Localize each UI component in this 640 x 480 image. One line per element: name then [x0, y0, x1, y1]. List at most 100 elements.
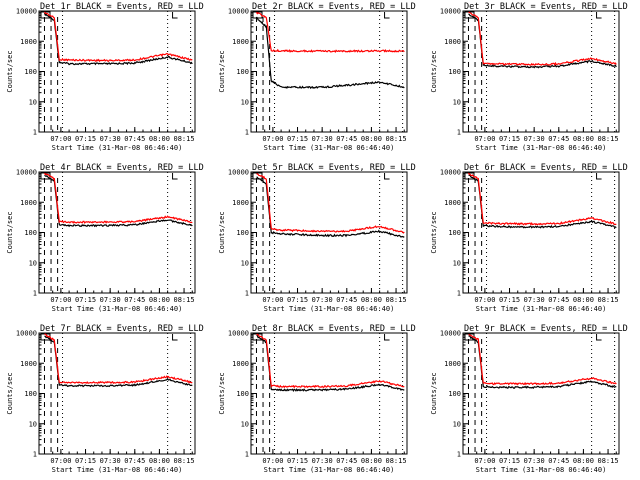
- y-tick-label: 10000: [16, 8, 37, 16]
- x-tick-label: 08:15: [174, 296, 195, 304]
- event-flag-mark: [172, 12, 178, 19]
- y-tick-label: 1000: [232, 360, 249, 368]
- x-tick-label: 07:15: [75, 457, 96, 465]
- y-tick-label: 10: [29, 420, 37, 428]
- x-tick-label: 07:45: [336, 296, 357, 304]
- detector-panel: 1 10 100 1000 10000 07:00 07:15 07:30 07:45 08:00…: [218, 163, 416, 313]
- events-series-line: [468, 174, 617, 229]
- lld-series-line: [468, 334, 617, 386]
- x-tick-label: 07:00: [50, 457, 71, 465]
- x-tick-label: 07:45: [336, 457, 357, 465]
- lld-series-line: [467, 172, 617, 226]
- x-tick-label: 08:15: [598, 457, 619, 465]
- y-tick-label: 10: [241, 98, 249, 106]
- y-tick-label: 100: [448, 390, 461, 398]
- y-tick-label: 10000: [440, 330, 461, 338]
- events-series-line: [256, 176, 405, 238]
- x-axis-label: Start Time (31-Mar-08 06:46:40): [264, 466, 395, 474]
- y-tick-label: 10000: [16, 169, 37, 177]
- x-tick-label: 07:30: [312, 457, 333, 465]
- panel-title: Det 1r BLACK = Events, RED = LLD: [40, 2, 204, 12]
- x-tick-label: 08:00: [149, 457, 170, 465]
- x-axis-label: Start Time (31-Mar-08 06:46:40): [52, 144, 183, 152]
- x-tick-label: 07:45: [548, 135, 569, 143]
- panel-title: Det 2r BLACK = Events, RED = LLD: [252, 2, 416, 12]
- y-tick-label: 100: [24, 229, 37, 237]
- x-tick-label: 07:45: [124, 457, 145, 465]
- x-tick-label: 07:30: [524, 135, 545, 143]
- y-tick-label: 1: [33, 451, 37, 459]
- x-tick-label: 08:15: [386, 296, 407, 304]
- x-tick-label: 08:00: [573, 457, 594, 465]
- x-tick-label: 07:00: [474, 296, 495, 304]
- x-tick-label: 08:00: [149, 296, 170, 304]
- panel-title: Det 8r BLACK = Events, RED = LLD: [252, 324, 416, 334]
- y-tick-label: 10000: [440, 169, 461, 177]
- panel-title: Det 7r BLACK = Events, RED = LLD: [40, 324, 204, 334]
- events-series-line: [44, 174, 193, 228]
- y-tick-label: 1000: [444, 360, 461, 368]
- panel-title: Det 5r BLACK = Events, RED = LLD: [252, 163, 416, 173]
- x-tick-label: 07:30: [100, 457, 121, 465]
- x-tick-label: 07:00: [50, 135, 71, 143]
- y-tick-label: 1000: [20, 199, 37, 207]
- x-tick-label: 08:00: [361, 296, 382, 304]
- x-tick-label: 07:30: [524, 457, 545, 465]
- x-tick-label: 08:15: [174, 135, 195, 143]
- detector-panel: 1 10 100 1000 10000 07:00 07:15 07:30 07:45 08:00…: [6, 2, 204, 152]
- event-flag-mark: [172, 173, 178, 180]
- events-series-line: [256, 334, 405, 393]
- detector-panel: 1 10 100 1000 10000 07:00 07:15 07:30 07:45 08:00…: [430, 163, 628, 313]
- y-tick-label: 100: [236, 68, 249, 76]
- event-flag-mark: [384, 334, 390, 341]
- x-axis-label: Start Time (31-Mar-08 06:46:40): [476, 144, 607, 152]
- x-tick-label: 07:30: [100, 135, 121, 143]
- event-flag-mark: [596, 334, 602, 341]
- y-tick-label: 100: [448, 229, 461, 237]
- x-tick-label: 08:00: [573, 296, 594, 304]
- events-series-line: [43, 12, 193, 66]
- lld-series-line: [256, 333, 405, 389]
- y-tick-label: 1: [245, 129, 249, 137]
- x-tick-label: 07:45: [336, 135, 357, 143]
- y-tick-label: 1000: [20, 360, 37, 368]
- x-tick-label: 07:00: [50, 296, 71, 304]
- x-axis-label: Start Time (31-Mar-08 06:46:40): [264, 144, 395, 152]
- y-tick-label: 1000: [444, 199, 461, 207]
- lld-series-line: [43, 11, 193, 63]
- detector-panel: 1 10 100 1000 10000 07:00 07:15 07:30 07:45 08:00…: [218, 324, 416, 474]
- y-tick-label: 10000: [228, 8, 249, 16]
- y-tick-label: 1: [245, 290, 249, 298]
- y-tick-label: 100: [24, 390, 37, 398]
- panel-title: Det 9r BLACK = Events, RED = LLD: [464, 324, 628, 334]
- y-tick-label: 10: [241, 420, 249, 428]
- y-axis-label: Counts/sec: [6, 372, 14, 414]
- x-tick-label: 07:00: [262, 457, 283, 465]
- x-tick-label: 08:00: [361, 457, 382, 465]
- x-tick-label: 08:15: [386, 457, 407, 465]
- event-flag-mark: [384, 12, 390, 19]
- detector-panel: 1 10 100 1000 10000 07:00 07:15 07:30 07:45 08:00…: [430, 2, 628, 152]
- y-tick-label: 10: [29, 259, 37, 267]
- x-tick-label: 07:30: [524, 296, 545, 304]
- y-tick-label: 1: [457, 129, 461, 137]
- panel-title: Det 4r BLACK = Events, RED = LLD: [40, 163, 204, 173]
- panel-title: Det 3r BLACK = Events, RED = LLD: [464, 2, 628, 12]
- panel-title: Det 6r BLACK = Events, RED = LLD: [464, 163, 628, 173]
- y-axis-label: Counts/sec: [218, 372, 226, 414]
- x-tick-label: 07:00: [474, 135, 495, 143]
- x-tick-label: 08:15: [598, 135, 619, 143]
- y-axis-label: Counts/sec: [6, 211, 14, 253]
- x-tick-label: 08:15: [174, 457, 195, 465]
- lld-series-line: [468, 11, 617, 66]
- x-tick-label: 07:45: [124, 296, 145, 304]
- y-tick-label: 100: [236, 229, 249, 237]
- events-series-line: [468, 335, 617, 389]
- event-flag-mark: [384, 173, 390, 180]
- x-tick-label: 08:15: [386, 135, 407, 143]
- lld-series-line: [256, 173, 405, 234]
- y-tick-label: 10: [453, 98, 461, 106]
- detector-panel: 1 10 100 1000 10000 07:00 07:15 07:30 07:45 08:00…: [6, 324, 204, 474]
- x-tick-label: 08:00: [149, 135, 170, 143]
- detector-panel: 1 10 100 1000 10000 07:00 07:15 07:30 07:45 08:00…: [6, 163, 204, 313]
